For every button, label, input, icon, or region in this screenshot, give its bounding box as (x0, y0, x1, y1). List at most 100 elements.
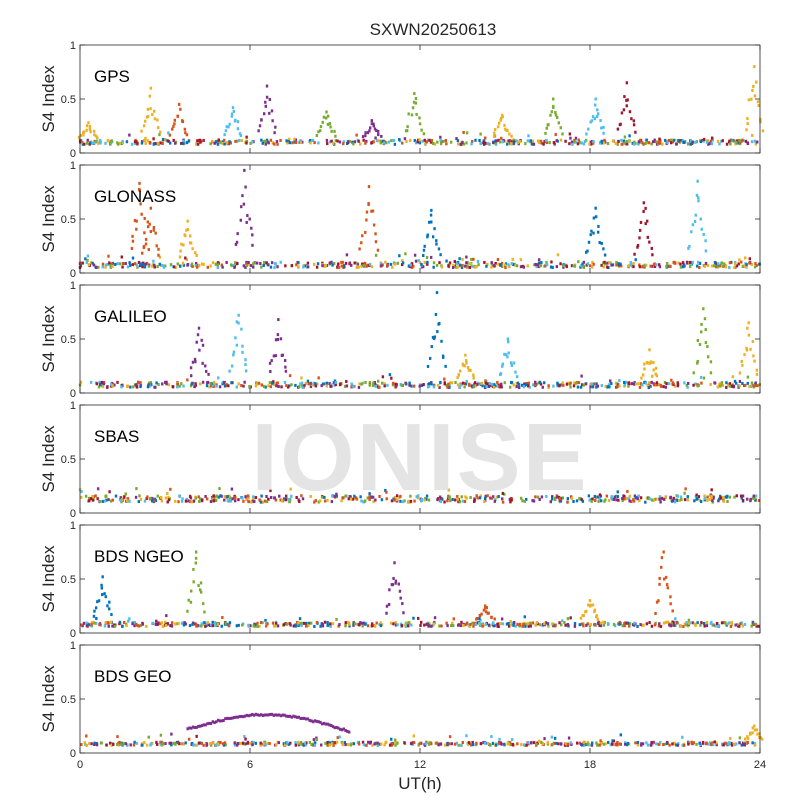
data-point (465, 734, 468, 738)
data-point (726, 382, 730, 386)
data-point (568, 132, 572, 136)
y-tick-label: 0 (70, 628, 76, 640)
data-point (175, 622, 179, 626)
data-point (300, 742, 303, 746)
data-point (379, 139, 382, 143)
data-point (214, 498, 218, 502)
data-point (445, 383, 448, 387)
data-point (353, 494, 356, 498)
data-point (561, 381, 564, 385)
data-point (86, 258, 89, 262)
arc-point (197, 724, 200, 728)
data-point (681, 261, 685, 265)
spike-point (92, 614, 96, 618)
data-point (267, 141, 270, 145)
spike-point (509, 361, 513, 365)
data-point (161, 382, 164, 386)
data-point (566, 742, 570, 746)
data-point (591, 497, 594, 501)
data-point (697, 495, 701, 499)
spike (385, 561, 405, 615)
spike-point (184, 234, 187, 238)
spike (687, 179, 708, 253)
data-point (552, 141, 556, 145)
spike-point (205, 369, 208, 373)
spike-point (746, 736, 750, 740)
data-point (116, 735, 119, 739)
data-point (583, 140, 587, 144)
data-point (498, 622, 501, 626)
data-point (79, 261, 82, 265)
data-point (275, 743, 278, 747)
data-point (89, 380, 93, 384)
data-point (379, 621, 382, 625)
data-point (374, 498, 377, 502)
data-point (112, 742, 115, 746)
data-point (182, 742, 185, 746)
spike-point (365, 218, 368, 222)
data-point (659, 624, 663, 628)
data-point (599, 624, 603, 628)
data-point (244, 742, 247, 746)
spike-point (480, 612, 483, 616)
data-point (182, 263, 186, 267)
spike (77, 121, 99, 140)
spike-peak (588, 599, 592, 603)
spike-point (185, 133, 189, 137)
data-point (582, 383, 586, 387)
data-point (425, 494, 429, 498)
spike-point (182, 243, 185, 247)
spike-peak (194, 550, 198, 554)
arc-point (290, 715, 293, 719)
data-point (233, 265, 236, 269)
data-point (383, 743, 386, 747)
data-point (299, 382, 302, 386)
spike-point (597, 224, 600, 228)
data-point (365, 264, 368, 268)
data-point (130, 142, 134, 146)
data-point (740, 496, 743, 500)
data-point (478, 622, 481, 626)
data-point (159, 733, 163, 737)
arc-point (306, 717, 310, 721)
spike-point (140, 129, 143, 133)
data-point (329, 622, 332, 626)
spike-point (698, 342, 702, 346)
data-point (398, 138, 401, 142)
data-point (370, 141, 373, 145)
data-point (449, 381, 452, 385)
data-point (607, 383, 611, 387)
data-point (498, 140, 502, 144)
data-point (725, 142, 729, 146)
spike-point (133, 219, 137, 223)
data-point (564, 742, 568, 746)
data-point (623, 135, 627, 139)
data-point (432, 261, 436, 265)
data-point (222, 381, 226, 385)
spike-point (388, 588, 391, 592)
data-point (712, 743, 715, 747)
data-point (146, 495, 149, 499)
spike-point (669, 602, 672, 606)
data-point (274, 622, 278, 626)
data-point (518, 140, 522, 144)
spike-point (552, 104, 555, 108)
arc-point (200, 724, 204, 728)
data-point (95, 617, 98, 621)
data-point (352, 385, 355, 389)
data-point (340, 499, 343, 503)
data-point (755, 624, 758, 628)
data-point (269, 385, 273, 389)
data-point (570, 264, 574, 268)
data-point (481, 384, 484, 388)
data-point (574, 136, 578, 140)
data-point (649, 743, 653, 747)
spike-point (410, 113, 414, 117)
data-point (106, 263, 109, 267)
data-point (554, 133, 557, 137)
data-point (300, 623, 303, 627)
data-point (658, 141, 662, 145)
spike-point (745, 348, 749, 352)
data-point (245, 139, 249, 143)
data-point (641, 742, 645, 746)
